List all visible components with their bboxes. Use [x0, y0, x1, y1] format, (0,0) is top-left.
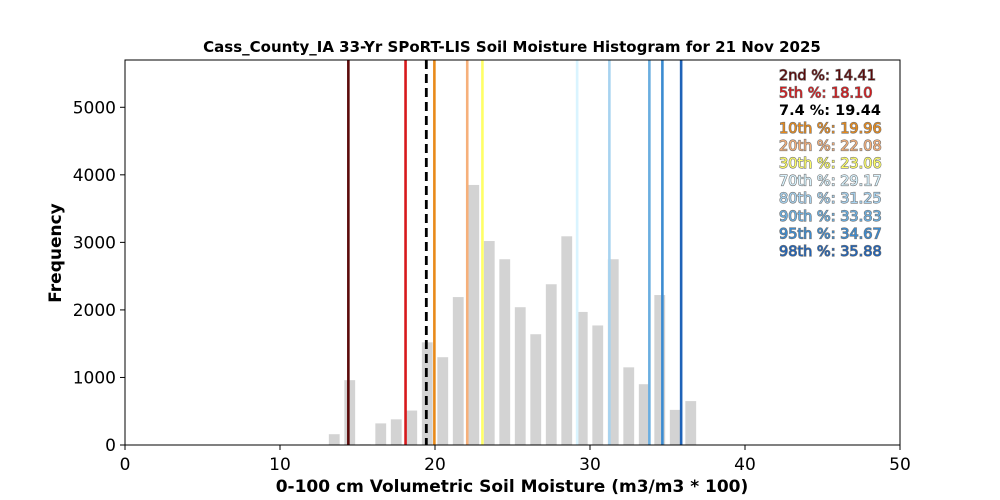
histogram-bar [483, 241, 495, 445]
histogram-bar [545, 284, 557, 445]
legend-entry: 10th %: 19.96 [779, 121, 882, 137]
legend-entry: 5th %: 18.10 [779, 86, 873, 102]
x-tick-label: 10 [269, 455, 291, 475]
y-tick-label: 3000 [73, 233, 116, 253]
legend-entry: 70th %: 29.17 [779, 174, 882, 190]
histogram-bar [638, 384, 650, 445]
histogram-bar [607, 259, 619, 445]
histogram-bar [406, 410, 418, 445]
histogram-bar [344, 380, 356, 445]
y-axis-ticks: 0 1000 2000 3000 4000 5000 [73, 98, 125, 456]
chart-title: Cass_County_IA 33-Yr SPoRT-LIS Soil Mois… [203, 38, 821, 56]
y-tick-label: 1000 [73, 368, 116, 388]
x-tick-label: 50 [889, 455, 911, 475]
histogram-bar [421, 342, 433, 445]
percentile-legend: 2nd %: 14.41 5th %: 18.107.4 %: 19.44 10th… [778, 67, 882, 260]
histogram-bar [623, 367, 635, 445]
histogram-bar [437, 357, 449, 445]
histogram-bar [669, 409, 681, 445]
y-axis-label: Frequency [46, 203, 66, 303]
x-tick-label: 20 [424, 455, 446, 475]
histogram-bar [685, 401, 697, 445]
histogram-bar [561, 236, 573, 445]
percentile-lines [347, 60, 683, 445]
legend-entry: 30th %: 23.06 [779, 156, 882, 172]
histogram-bars [328, 184, 697, 445]
histogram-bar [576, 311, 588, 445]
legend-entry: 7.4 %: 19.44 [779, 103, 881, 119]
x-tick-label: 0 [120, 455, 131, 475]
x-axis-ticks: 0 10 20 30 40 50 [120, 445, 911, 475]
histogram-bar [530, 334, 542, 445]
y-tick-label: 0 [105, 436, 116, 456]
histogram-bar [328, 434, 340, 445]
x-axis-label: 0-100 cm Volumetric Soil Moisture (m3/m3… [276, 477, 749, 497]
y-tick-label: 2000 [73, 301, 116, 321]
x-tick-label: 40 [734, 455, 756, 475]
legend-entry: 90th %: 33.83 [779, 209, 882, 225]
histogram-bar [468, 184, 480, 445]
legend-entry: 2nd %: 14.41 [779, 68, 876, 84]
histogram-bar [452, 297, 464, 445]
legend-entry: 20th %: 22.08 [779, 138, 882, 154]
legend-entry: 95th %: 34.67 [779, 226, 882, 242]
histogram-bar [499, 259, 511, 445]
histogram-bar [654, 295, 666, 445]
histogram-bar [375, 423, 387, 445]
histogram-bar [390, 419, 402, 445]
y-tick-label: 4000 [73, 166, 116, 186]
histogram-bar [514, 307, 526, 445]
y-tick-label: 5000 [73, 98, 116, 118]
plot-frame [124, 59, 901, 446]
histogram-bar [592, 325, 604, 445]
legend-entry: 80th %: 31.25 [779, 191, 882, 207]
legend-entry: 98th %: 35.88 [779, 244, 882, 260]
x-tick-label: 30 [579, 455, 601, 475]
